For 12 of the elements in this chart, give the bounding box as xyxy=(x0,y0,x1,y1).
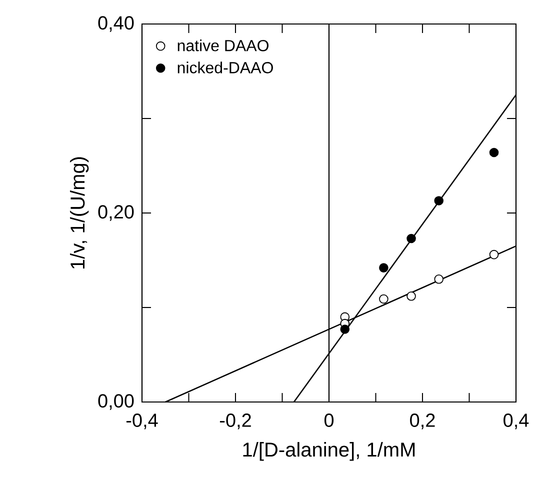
y-axis-title: 1/v, 1/(U/mg) xyxy=(70,157,89,269)
x-tick-label: -0,2 xyxy=(220,414,251,430)
y-tick-label: 0,40 xyxy=(98,16,134,32)
x-axis-title: 1/[D-alanine], 1/mM xyxy=(243,442,415,461)
x-tick-label: 0 xyxy=(324,414,334,427)
x-tick-label: -0,4 xyxy=(126,414,158,430)
legend-label: native DAAO xyxy=(178,40,268,52)
legend-label: nicked-DAAO xyxy=(178,62,273,74)
y-tick-label: 0,00 xyxy=(98,394,134,410)
x-tick-label: 0,4 xyxy=(504,414,529,430)
y-tick-label: 0,20 xyxy=(98,205,134,221)
x-tick-label: 0,2 xyxy=(410,414,435,430)
